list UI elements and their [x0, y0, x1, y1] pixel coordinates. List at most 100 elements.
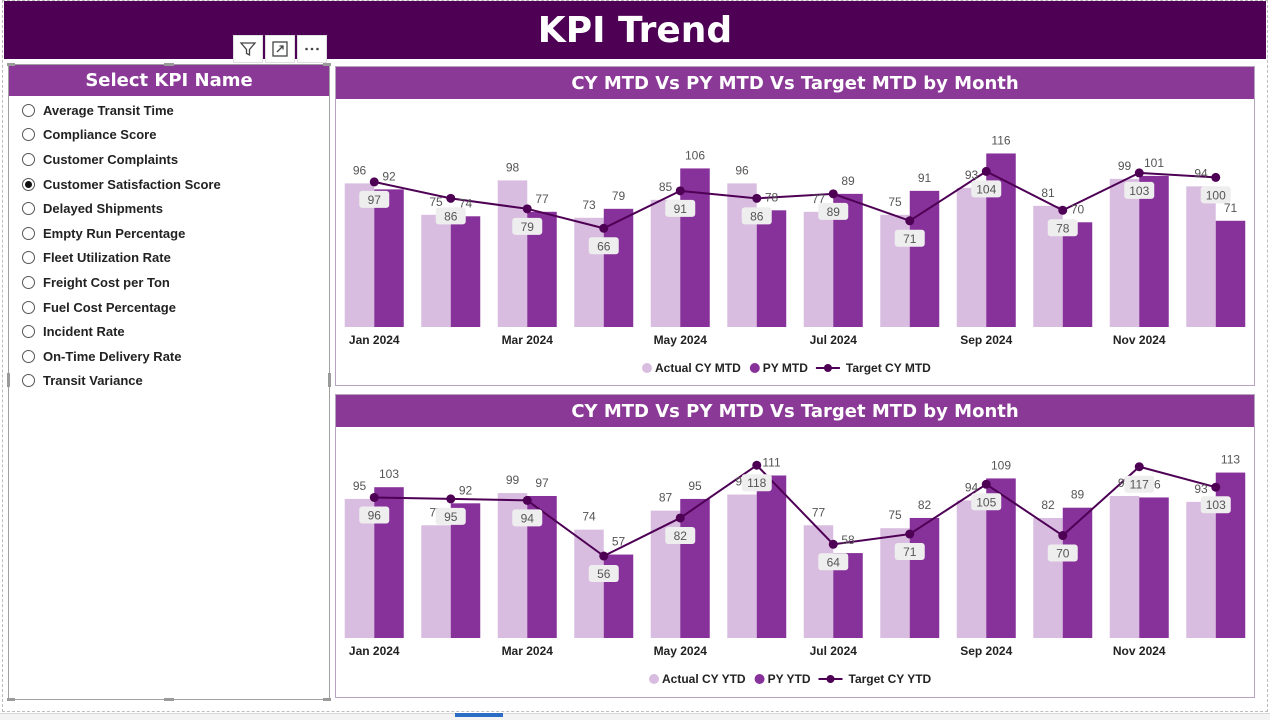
bar-actual[interactable] — [421, 214, 451, 327]
target-point[interactable] — [828, 189, 838, 199]
bar-py[interactable] — [909, 517, 940, 638]
bar-actual[interactable] — [956, 500, 987, 638]
target-point[interactable] — [1058, 205, 1068, 215]
bar-actual[interactable] — [1186, 501, 1216, 638]
radio-button[interactable] — [22, 325, 35, 339]
target-point[interactable] — [1134, 168, 1144, 178]
bar-actual[interactable] — [1109, 178, 1140, 327]
bar-actual[interactable] — [956, 187, 987, 327]
target-point[interactable] — [752, 193, 762, 203]
resize-handle[interactable] — [323, 63, 331, 66]
bar-actual[interactable] — [1109, 495, 1140, 638]
slicer-item[interactable]: Transit Variance — [9, 369, 329, 394]
radio-button[interactable] — [22, 300, 35, 314]
radio-button[interactable] — [22, 202, 35, 216]
slicer-item[interactable]: Average Transit Time — [9, 98, 329, 123]
radio-button[interactable] — [22, 103, 35, 117]
bar-actual[interactable] — [421, 525, 451, 638]
target-point[interactable] — [905, 529, 915, 539]
slicer-item[interactable]: Fuel Cost Percentage — [9, 295, 329, 320]
legend-label[interactable]: PY YTD — [768, 672, 811, 686]
bar-py[interactable] — [680, 498, 710, 638]
bar-actual[interactable] — [727, 183, 757, 327]
slicer-item[interactable]: Customer Satisfaction Score — [9, 172, 329, 197]
mtd-trend-chart[interactable]: CY MTD Vs PY MTD Vs Target MTD by Month … — [335, 66, 1255, 386]
target-point[interactable] — [1211, 172, 1221, 182]
legend-label[interactable]: Target CY YTD — [849, 672, 932, 686]
target-point[interactable] — [446, 193, 456, 203]
bar-actual[interactable] — [1186, 186, 1216, 327]
radio-button[interactable] — [22, 251, 35, 265]
bar-py[interactable] — [374, 189, 404, 327]
radio-button[interactable] — [22, 177, 35, 191]
resize-handle[interactable] — [7, 373, 10, 387]
ytd-trend-chart[interactable]: CY MTD Vs PY MTD Vs Target MTD by Month … — [335, 394, 1255, 698]
radio-button[interactable] — [22, 374, 35, 388]
slicer-item[interactable]: Fleet Utilization Rate — [9, 246, 329, 271]
bar-py[interactable] — [450, 503, 481, 638]
target-point[interactable] — [675, 186, 685, 196]
target-point[interactable] — [369, 177, 379, 187]
target-point[interactable] — [599, 223, 609, 233]
legend-label[interactable]: Actual CY MTD — [655, 361, 741, 375]
resize-handle[interactable] — [323, 698, 331, 701]
target-point[interactable] — [752, 460, 762, 470]
bar-py[interactable] — [603, 208, 634, 327]
target-point[interactable] — [369, 492, 379, 502]
resize-handle[interactable] — [7, 63, 15, 66]
target-point[interactable] — [981, 166, 991, 176]
radio-button[interactable] — [22, 349, 35, 363]
radio-button[interactable] — [22, 226, 35, 240]
bar-actual[interactable] — [803, 211, 834, 327]
legend-label[interactable]: Actual CY YTD — [662, 672, 746, 686]
bar-py[interactable] — [1139, 175, 1169, 327]
target-point[interactable] — [675, 513, 685, 523]
target-point[interactable] — [828, 539, 838, 549]
resize-handle[interactable] — [328, 373, 331, 387]
active-page-tab[interactable] — [455, 713, 503, 717]
legend-label[interactable]: PY MTD — [763, 361, 808, 375]
target-point[interactable] — [522, 204, 532, 214]
target-point[interactable] — [1134, 462, 1144, 472]
bar-actual[interactable] — [574, 217, 604, 327]
bar-py[interactable] — [756, 475, 787, 638]
bar-py[interactable] — [1062, 222, 1093, 327]
focus-mode-button[interactable] — [265, 35, 295, 63]
target-point[interactable] — [1058, 531, 1068, 541]
bar-py[interactable] — [756, 210, 787, 327]
bar-py[interactable] — [1139, 497, 1169, 638]
bar-actual[interactable] — [803, 525, 834, 638]
radio-button[interactable] — [22, 128, 35, 142]
radio-button[interactable] — [22, 152, 35, 166]
bar-py[interactable] — [1215, 220, 1246, 327]
bar-py[interactable] — [450, 216, 481, 327]
target-point[interactable] — [599, 551, 609, 561]
bar-actual[interactable] — [497, 180, 528, 327]
more-options-button[interactable] — [297, 35, 327, 63]
bar-actual[interactable] — [650, 199, 681, 327]
slicer-item[interactable]: Customer Complaints — [9, 147, 329, 172]
bar-actual[interactable] — [574, 529, 604, 638]
resize-handle[interactable] — [164, 63, 174, 66]
bar-py[interactable] — [680, 168, 710, 327]
radio-button[interactable] — [22, 275, 35, 289]
bar-py[interactable] — [909, 190, 940, 327]
bar-actual[interactable] — [727, 494, 757, 638]
slicer-item[interactable]: Empty Run Percentage — [9, 221, 329, 246]
slicer-item[interactable]: Compliance Score — [9, 123, 329, 148]
bar-actual[interactable] — [1033, 517, 1063, 638]
resize-handle[interactable] — [164, 698, 174, 701]
resize-handle[interactable] — [7, 698, 15, 701]
target-point[interactable] — [522, 495, 532, 505]
slicer-item[interactable]: On-Time Delivery Rate — [9, 344, 329, 369]
slicer-item[interactable]: Delayed Shipments — [9, 196, 329, 221]
legend-label[interactable]: Target CY MTD — [846, 361, 931, 375]
slicer-item[interactable]: Incident Rate — [9, 319, 329, 344]
target-point[interactable] — [446, 494, 456, 504]
bar-py[interactable] — [1062, 507, 1093, 638]
target-point[interactable] — [981, 479, 991, 489]
target-point[interactable] — [1211, 482, 1221, 492]
slicer-item[interactable]: Freight Cost per Ton — [9, 270, 329, 295]
target-point[interactable] — [905, 216, 915, 226]
filter-button[interactable] — [233, 35, 263, 63]
